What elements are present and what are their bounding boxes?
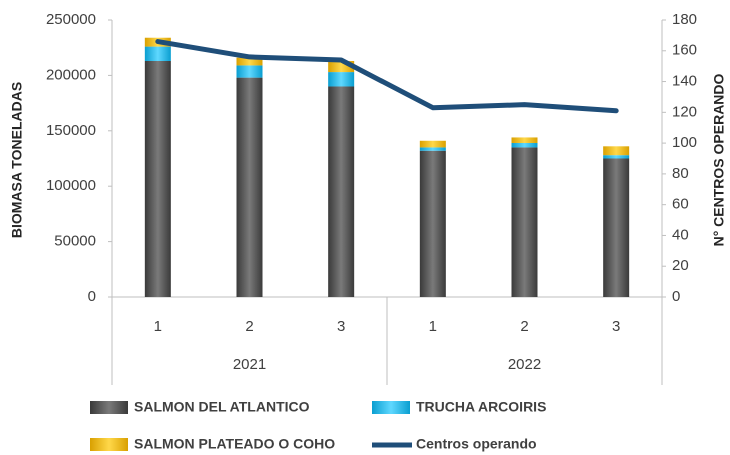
y2-tick-label: 60 bbox=[672, 196, 689, 213]
y-tick-label: 250000 bbox=[46, 11, 96, 28]
bar-segment bbox=[419, 140, 446, 148]
legend-label: Centros operando bbox=[416, 436, 537, 452]
bar-segment bbox=[328, 72, 355, 87]
bar-segment bbox=[144, 46, 171, 61]
legend-swatch bbox=[90, 438, 128, 451]
bar-segment bbox=[236, 65, 263, 78]
bar-segment bbox=[419, 150, 446, 297]
group-label: 2022 bbox=[508, 356, 541, 373]
bar-segment bbox=[603, 146, 630, 156]
y-tick-label: 150000 bbox=[46, 122, 96, 139]
bar-segment bbox=[328, 86, 355, 297]
bar-segment bbox=[511, 142, 538, 148]
x-tick-label: 3 bbox=[612, 318, 620, 335]
bar-segment bbox=[144, 60, 171, 297]
y2-tick-label: 120 bbox=[672, 103, 697, 120]
legend-swatch bbox=[90, 401, 128, 414]
y2-tick-label: 180 bbox=[672, 11, 697, 28]
y-tick-label: 50000 bbox=[54, 233, 96, 250]
bar-segment bbox=[603, 155, 630, 159]
y2-tick-label: 20 bbox=[672, 257, 689, 274]
bar-segment bbox=[511, 147, 538, 297]
y2-tick-label: 140 bbox=[672, 73, 697, 90]
group-label: 2021 bbox=[233, 356, 266, 373]
legend-label: SALMON DEL ATLANTICO bbox=[134, 399, 310, 415]
bar-segment bbox=[603, 158, 630, 297]
bar-segment bbox=[236, 57, 263, 66]
legend-swatch bbox=[372, 401, 410, 414]
x-tick-label: 2 bbox=[520, 318, 528, 335]
y2-axis-title: N° CENTROS OPERANDO bbox=[711, 73, 727, 246]
bar-segment bbox=[328, 60, 355, 73]
y-tick-label: 200000 bbox=[46, 66, 96, 83]
bar-segment bbox=[236, 77, 263, 297]
bar-segment bbox=[419, 147, 446, 151]
y-tick-label: 0 bbox=[88, 288, 96, 305]
y2-tick-label: 100 bbox=[672, 134, 697, 151]
x-tick-label: 1 bbox=[154, 318, 162, 335]
y2-tick-label: 160 bbox=[672, 42, 697, 59]
y-axis-title: BIOMASA TONELADAS bbox=[9, 82, 25, 238]
y2-tick-label: 80 bbox=[672, 165, 689, 182]
legend-label: SALMON PLATEADO O COHO bbox=[134, 436, 335, 452]
y2-tick-label: 40 bbox=[672, 226, 689, 243]
y2-tick-label: 0 bbox=[672, 288, 680, 305]
x-tick-label: 3 bbox=[337, 318, 345, 335]
bar-segment bbox=[511, 137, 538, 143]
x-tick-label: 2 bbox=[245, 318, 253, 335]
y-tick-label: 100000 bbox=[46, 177, 96, 194]
line-series bbox=[155, 39, 619, 114]
x-tick-label: 1 bbox=[429, 318, 437, 335]
legend-label: TRUCHA ARCOIRIS bbox=[416, 399, 546, 415]
